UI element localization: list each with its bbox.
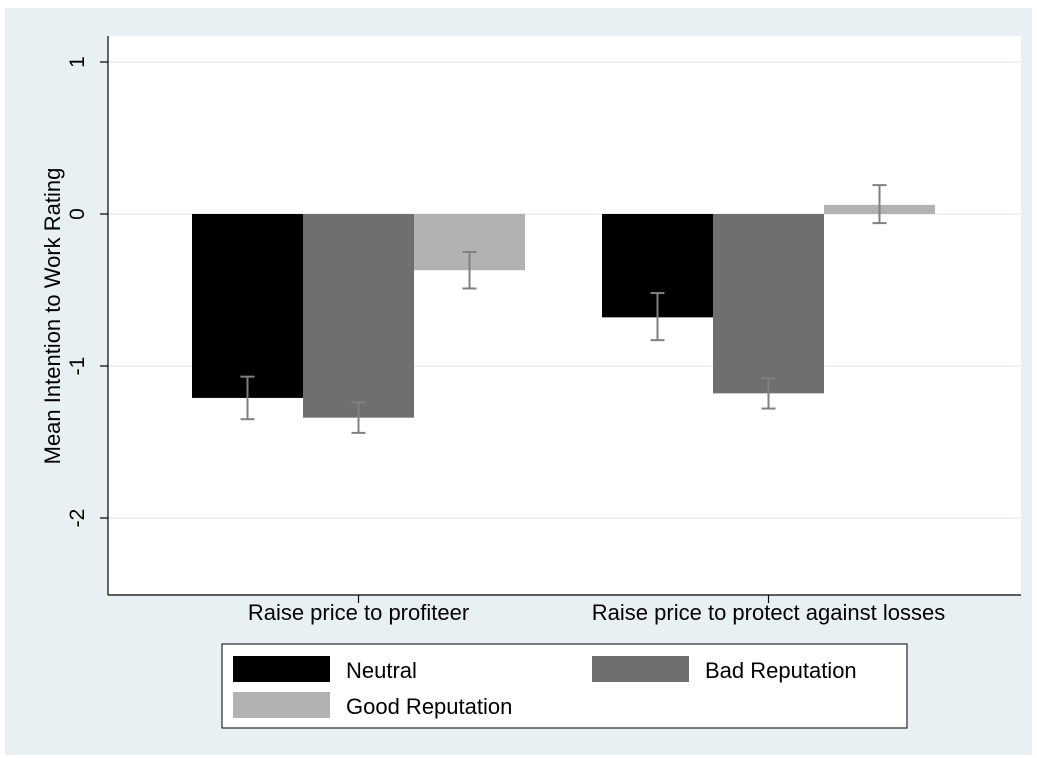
y-tick-label: 0 bbox=[66, 208, 89, 220]
bar bbox=[713, 214, 824, 394]
error-bars bbox=[240, 184, 887, 434]
y-ticks: 1 0 -1 -2 bbox=[66, 56, 108, 527]
legend-label: Good Reputation bbox=[346, 694, 512, 719]
legend-swatch bbox=[592, 656, 689, 682]
y-tick-label: -2 bbox=[66, 509, 89, 528]
bars bbox=[192, 204, 935, 418]
legend-box bbox=[221, 643, 908, 729]
legend-label: Neutral bbox=[346, 658, 417, 683]
y-tick-label: -1 bbox=[66, 357, 89, 376]
legend-entries: Neutral Bad Reputation Good Reputation bbox=[233, 656, 857, 719]
legend: Neutral Bad Reputation Good Reputation bbox=[221, 643, 908, 729]
legend-swatch bbox=[233, 692, 330, 718]
x-tick-label: Raise price to profiteer bbox=[248, 600, 469, 625]
x-tick-label: Raise price to protect against losses bbox=[592, 600, 945, 625]
bar bbox=[303, 214, 414, 418]
x-ticks: Raise price to profiteer Raise price to p… bbox=[248, 595, 945, 625]
legend-label: Bad Reputation bbox=[705, 658, 857, 683]
axes bbox=[107, 36, 1021, 596]
y-tick-label: 1 bbox=[66, 56, 89, 68]
legend-swatch bbox=[233, 656, 330, 682]
y-axis-label: Mean Intention to Work Rating bbox=[40, 168, 65, 465]
bar bbox=[192, 214, 303, 398]
